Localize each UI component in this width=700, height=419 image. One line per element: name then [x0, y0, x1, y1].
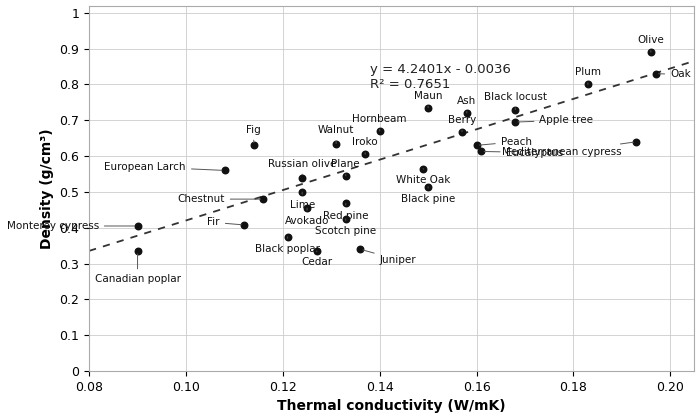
Text: Walnut: Walnut [318, 125, 354, 144]
Point [476, 148, 487, 155]
Point [219, 167, 230, 174]
Text: Fir: Fir [207, 217, 241, 228]
Text: Hornbeam: Hornbeam [352, 114, 407, 131]
Text: Eucalyptus: Eucalyptus [484, 147, 563, 158]
Point [510, 119, 521, 125]
Point [355, 246, 366, 253]
Text: Cedar: Cedar [301, 251, 332, 267]
Text: Red pine: Red pine [323, 203, 368, 220]
Point [239, 222, 250, 228]
Y-axis label: Density (g/cm³): Density (g/cm³) [40, 128, 54, 248]
Text: Russian olive: Russian olive [268, 159, 337, 175]
Point [248, 142, 260, 149]
Text: Plane: Plane [332, 159, 360, 176]
Text: Black poplar: Black poplar [256, 237, 320, 254]
Point [340, 200, 351, 207]
X-axis label: Thermal conductivity (W/mK): Thermal conductivity (W/mK) [277, 399, 506, 414]
Text: Berry: Berry [448, 114, 476, 132]
Point [510, 106, 521, 113]
Point [582, 81, 594, 88]
Point [461, 110, 472, 116]
Text: Oak: Oak [659, 70, 691, 79]
Text: Lime: Lime [290, 192, 315, 210]
Text: Chestnut: Chestnut [177, 194, 260, 204]
Text: Black pine: Black pine [401, 186, 455, 204]
Text: Peach: Peach [480, 137, 532, 147]
Text: European Larch: European Larch [104, 162, 222, 172]
Text: Apple tree: Apple tree [518, 115, 594, 125]
Point [132, 222, 144, 229]
Text: Monterey cypress: Monterey cypress [6, 221, 135, 231]
Point [132, 248, 144, 254]
Text: Canadian poplar: Canadian poplar [94, 254, 181, 285]
Text: Juniper: Juniper [363, 250, 416, 265]
Point [340, 173, 351, 179]
Point [374, 128, 385, 134]
Text: Iroko: Iroko [352, 137, 378, 154]
Point [297, 174, 308, 181]
Text: Ash: Ash [457, 96, 477, 113]
Point [650, 70, 662, 77]
Point [456, 128, 468, 135]
Point [282, 233, 293, 240]
Point [360, 151, 371, 158]
Text: Maun: Maun [414, 91, 442, 108]
Point [471, 142, 482, 149]
Text: Plum: Plum [575, 67, 601, 84]
Point [418, 165, 429, 172]
Point [423, 183, 434, 190]
Point [423, 104, 434, 111]
Point [330, 140, 342, 147]
Text: Avokado: Avokado [285, 208, 329, 226]
Point [340, 215, 351, 222]
Point [311, 248, 322, 254]
Point [645, 49, 657, 55]
Text: Scotch pine: Scotch pine [315, 219, 377, 236]
Text: White Oak: White Oak [396, 168, 450, 185]
Point [297, 189, 308, 195]
Text: Fig: Fig [246, 124, 261, 142]
Point [631, 138, 642, 145]
Point [302, 205, 313, 212]
Text: Black locust: Black locust [484, 92, 547, 109]
Text: Mediterranean cypress: Mediterranean cypress [502, 142, 634, 157]
Text: Olive: Olive [638, 35, 664, 52]
Text: y = 4.2401x - 0.0036
R² = 0.7651: y = 4.2401x - 0.0036 R² = 0.7651 [370, 63, 511, 91]
Point [258, 196, 269, 202]
